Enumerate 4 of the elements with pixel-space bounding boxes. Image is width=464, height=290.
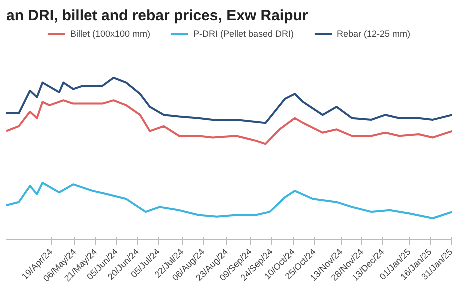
legend-label: Billet (100x100 mm) <box>70 29 150 39</box>
legend-label: Rebar (12-25 mm) <box>337 29 411 39</box>
legend-label: P-DRI (Pellet based DRI) <box>193 29 294 39</box>
chart-title: an DRI, billet and rebar prices, Exw Raipur <box>6 8 308 24</box>
